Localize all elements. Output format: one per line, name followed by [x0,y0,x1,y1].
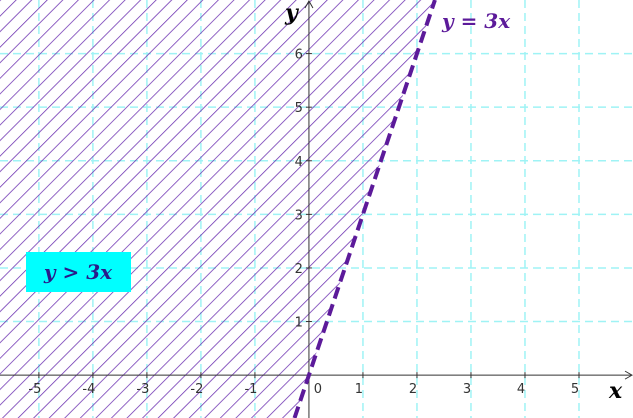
y-tick-label: 1 [295,316,303,331]
x-tick-label: -1 [244,382,257,397]
region-label: y > 3x [43,260,113,284]
x-tick-label: -3 [136,382,149,397]
x-tick-label: -4 [82,382,95,397]
region-label-box [26,252,131,292]
x-tick-label: 5 [571,382,579,397]
x-axis-arrow [624,370,633,380]
x-tick-label: 4 [517,382,525,397]
y-tick-label: 5 [295,101,303,116]
x-tick-label: -5 [28,382,41,397]
y-tick-label: 2 [295,262,303,277]
y-axis-arrow [304,0,314,9]
line [292,0,437,418]
shaded-region [0,0,435,418]
y-tick-label: 6 [295,48,303,63]
y-tick-label: 3 [295,208,303,223]
x-tick-label: -2 [190,382,203,397]
x-tick-label: 1 [355,382,363,397]
line-label: y = 3x [441,9,511,33]
y-axis-label: y [284,0,300,26]
x-tick-label: 0 [314,382,322,397]
y-tick-label: 4 [295,155,303,170]
x-tick-label: 3 [463,382,471,397]
x-axis-label: x [608,378,623,404]
x-tick-label: 2 [409,382,417,397]
